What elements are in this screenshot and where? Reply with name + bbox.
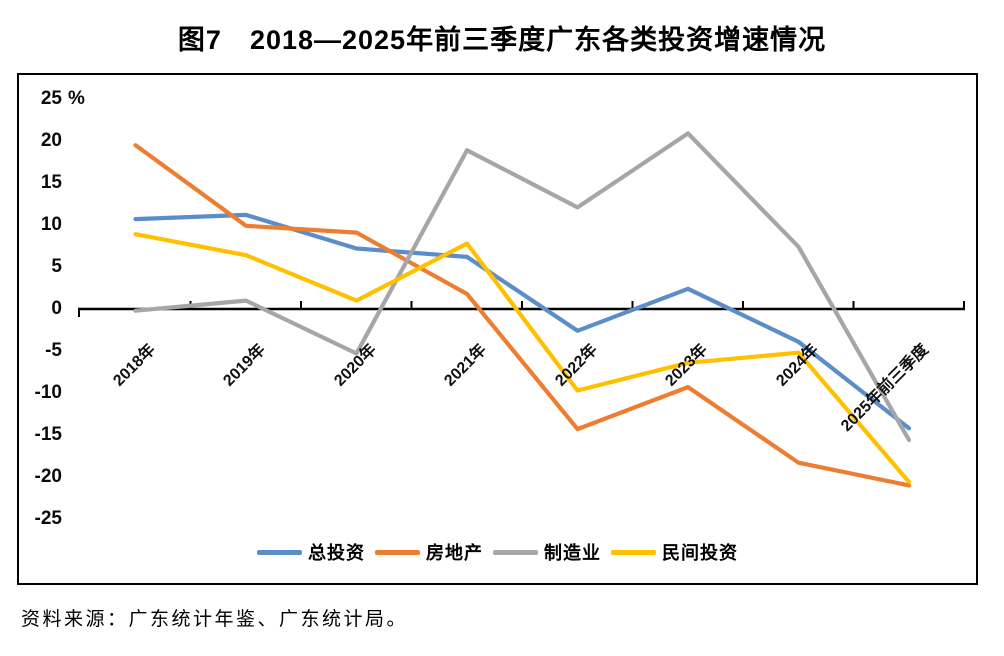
legend-item: 制造业 <box>493 539 601 565</box>
legend-swatch-icon <box>257 549 302 555</box>
series-line-3 <box>133 232 912 485</box>
source-note: 资料来源：广东统计年鉴、广东统计局。 <box>21 608 409 630</box>
legend-swatch-icon <box>375 549 420 555</box>
plot-canvas <box>78 131 965 488</box>
series-line-0 <box>133 212 912 431</box>
series-line-1 <box>133 143 912 488</box>
y-axis-label: 10 <box>40 214 62 235</box>
legend-item: 民间投资 <box>611 539 738 565</box>
y-axis-label: 25 <box>40 88 62 109</box>
legend-swatch-icon <box>611 549 656 555</box>
chart-title: 图7 2018—2025年前三季度广东各类投资增速情况 <box>177 25 827 55</box>
legend-swatch-icon <box>493 549 538 555</box>
y-axis-label: 20 <box>40 130 62 151</box>
y-axis-unit: % <box>68 88 85 109</box>
y-axis-label: 0 <box>51 298 62 319</box>
y-axis-label: -20 <box>34 466 62 487</box>
chart-area: 25 20 15 10 5 0 -5 -10 -15 -20 -25% 2018年 2019年 2020… <box>17 73 978 585</box>
legend-label: 制造业 <box>544 543 601 563</box>
legend-item: 总投资 <box>257 539 365 565</box>
legend-label: 总投资 <box>308 543 365 563</box>
y-axis-label: -25 <box>34 508 62 529</box>
legend: 总投资 房地产 制造业 民间投资 <box>19 539 976 565</box>
series-line-2 <box>133 131 912 443</box>
y-axis-label: -10 <box>34 382 62 403</box>
y-axis-label: -5 <box>45 340 62 361</box>
y-axis-label: -15 <box>34 424 62 445</box>
legend-item: 房地产 <box>375 539 483 565</box>
legend-label: 房地产 <box>426 543 483 563</box>
y-axis-label: 5 <box>51 256 62 277</box>
legend-label: 民间投资 <box>662 543 738 563</box>
y-axis-label: 15 <box>40 172 62 193</box>
